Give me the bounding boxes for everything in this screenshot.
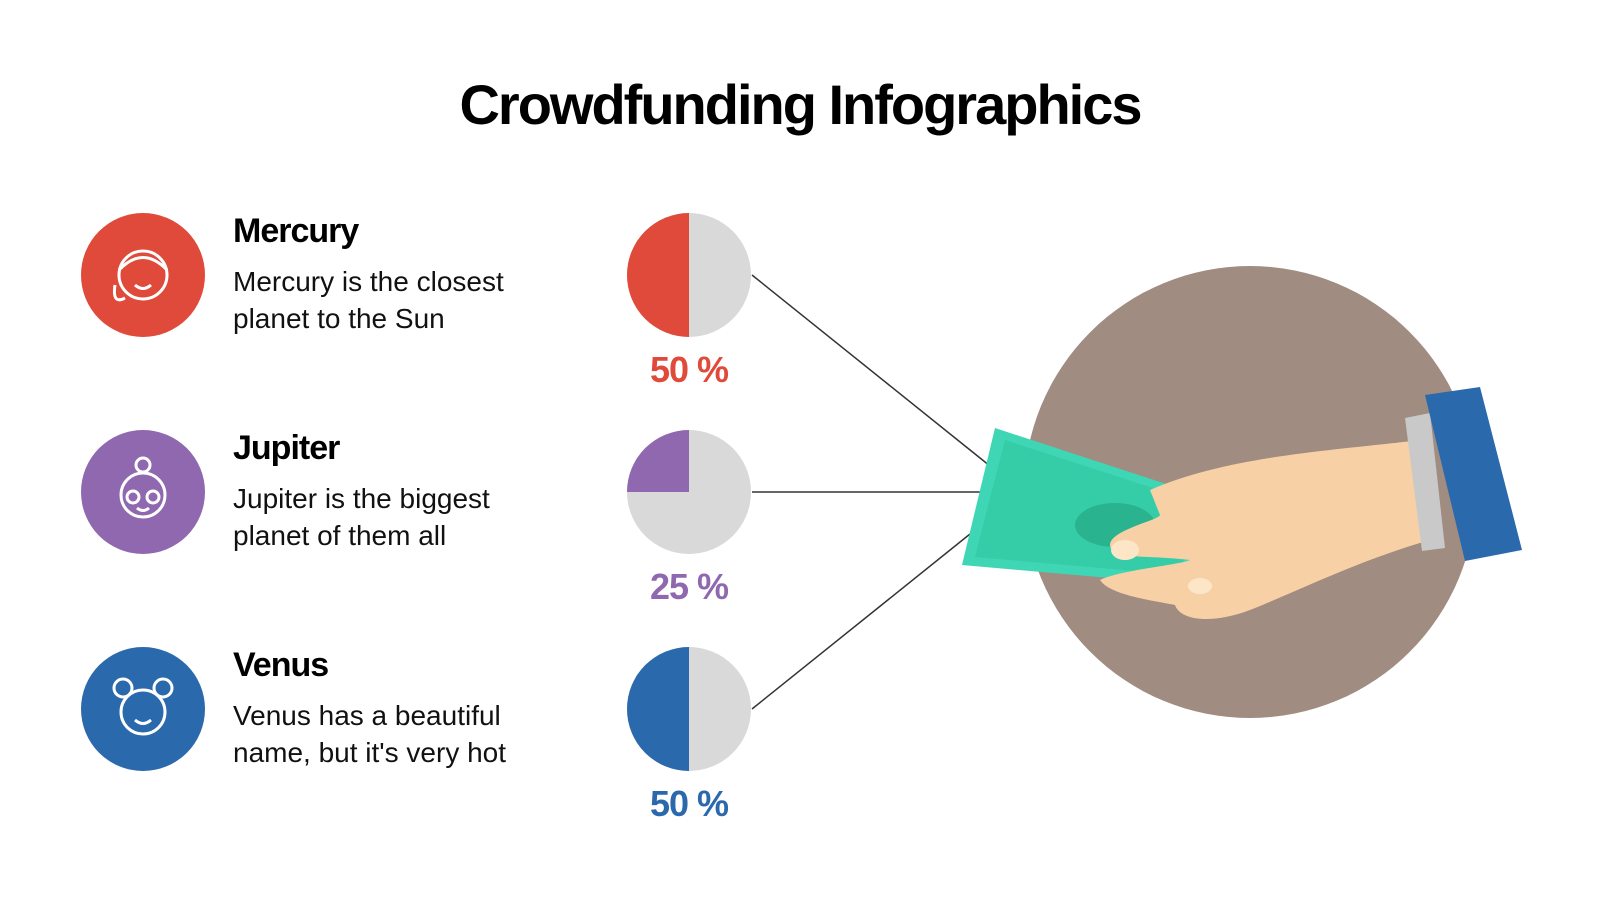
value-label: 50 %	[650, 349, 729, 390]
hand-money	[962, 387, 1522, 620]
connector	[751, 529, 976, 710]
pie-slice	[627, 647, 689, 771]
item-description: Venus has a beautiful name, but it's ver…	[233, 700, 507, 768]
item-description: Mercury is the closest planet to the Sun	[233, 266, 504, 334]
pie-slice	[627, 213, 689, 337]
value-label: 25 %	[650, 566, 729, 607]
item-name: Venus	[233, 646, 329, 684]
item-name: Mercury	[233, 212, 359, 250]
connector	[751, 274, 991, 467]
connector-lines	[751, 274, 991, 710]
pie-slice	[627, 430, 689, 492]
avatar-icons	[81, 213, 205, 771]
item-description: Jupiter is the biggest planet of them al…	[233, 483, 490, 551]
value-label: 50 %	[650, 783, 729, 824]
item-name: Jupiter	[233, 429, 340, 467]
title: Crowdfunding Infographics	[459, 73, 1142, 136]
